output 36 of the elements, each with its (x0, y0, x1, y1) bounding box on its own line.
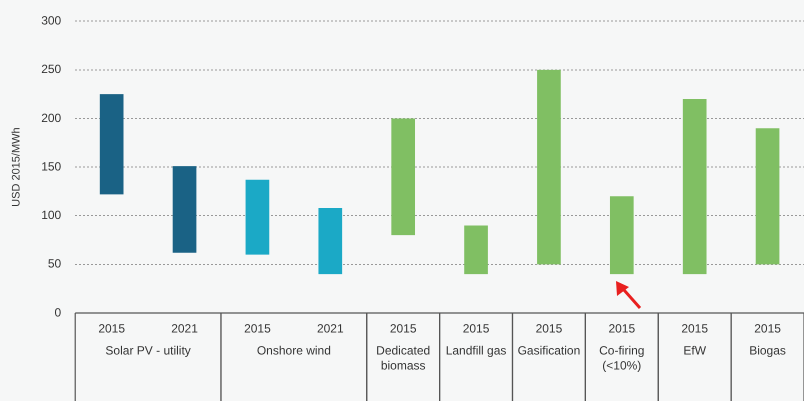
bar (172, 166, 196, 253)
bar (464, 225, 488, 274)
y-tick-label: 250 (41, 62, 62, 76)
bar (610, 196, 634, 274)
text: Dedicated biomass (376, 343, 430, 372)
x-tick-label: 2015 (244, 321, 272, 336)
text: Solar PV - utility (105, 343, 191, 358)
y-tick-label: 100 (41, 208, 62, 222)
text: Landfill gas (446, 343, 506, 358)
y-tick-label: 300 (41, 14, 62, 28)
y-axis-title: USD 2015/MWh (10, 127, 23, 207)
x-tick-label: 2015 (462, 321, 490, 336)
text: Biogas (749, 343, 786, 358)
x-tick-label: 2015 (390, 321, 417, 336)
x-tick-label: 2015 (536, 321, 563, 336)
text: Gasification (518, 343, 580, 358)
bar (246, 180, 270, 255)
bar (100, 94, 124, 194)
x-tick-label: 2015 (608, 321, 636, 336)
y-tick-label: 50 (48, 256, 62, 271)
bar (756, 128, 780, 264)
bar (391, 118, 416, 236)
x-tick-label: 2015 (754, 321, 782, 336)
bar (682, 99, 707, 274)
y-tick-label: 0 (54, 305, 62, 320)
bar (318, 208, 342, 274)
text: EfW (683, 343, 707, 358)
bar (537, 70, 561, 264)
x-tick-label: 2021 (316, 321, 344, 336)
x-tick-label: 2021 (171, 321, 198, 336)
y-tick-label: 150 (41, 159, 62, 174)
text: Onshore wind (256, 343, 331, 358)
text: Co-firing (<10%) (599, 343, 644, 372)
y-tick-label: 200 (41, 110, 62, 125)
x-tick-label: 2015 (681, 321, 708, 336)
x-tick-label: 2015 (98, 321, 126, 336)
